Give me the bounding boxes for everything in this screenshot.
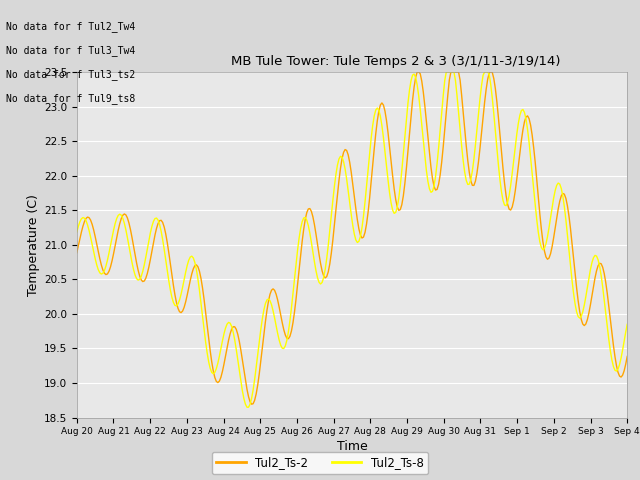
Tul2_Ts-2 [596, 261, 604, 266]
Tul2_Ts-2 [257, 359, 264, 364]
Tul2_Ts-2 [237, 347, 244, 353]
Text: No data for f Tul2_Tw4: No data for f Tul2_Tw4 [6, 21, 136, 32]
Tul2_Ts-8 [266, 298, 274, 303]
Tul2_Ts-8 [257, 327, 264, 333]
Legend: Tul2_Ts-2, Tul2_Ts-8: Tul2_Ts-2, Tul2_Ts-8 [212, 452, 428, 474]
Tul2_Ts-8 [73, 229, 81, 235]
Line: Tul2_Ts-8: Tul2_Ts-8 [77, 72, 627, 407]
Tul2_Ts-8 [244, 404, 252, 410]
Text: No data for f Tul9_ts8: No data for f Tul9_ts8 [6, 93, 136, 104]
Tul2_Ts-8 [596, 264, 604, 269]
Y-axis label: Temperature (C): Temperature (C) [27, 194, 40, 296]
Tul2_Ts-8 [442, 69, 450, 75]
Tul2_Ts-2 [248, 401, 255, 407]
Tul2_Ts-2 [266, 291, 274, 297]
Text: No data for f Tul3_Tw4: No data for f Tul3_Tw4 [6, 45, 136, 56]
Line: Tul2_Ts-2: Tul2_Ts-2 [77, 72, 627, 404]
Tul2_Ts-8 [140, 262, 148, 268]
Tul2_Ts-2 [140, 278, 148, 284]
Tul2_Ts-8 [623, 322, 631, 327]
Tul2_Ts-8 [315, 279, 323, 285]
Text: No data for f Tul3_ts2: No data for f Tul3_ts2 [6, 69, 136, 80]
Tul2_Ts-2 [73, 250, 81, 255]
X-axis label: Time: Time [337, 441, 367, 454]
Tul2_Ts-2 [623, 354, 631, 360]
Tul2_Ts-8 [237, 378, 244, 384]
Title: MB Tule Tower: Tule Temps 2 & 3 (3/1/11-3/19/14): MB Tule Tower: Tule Temps 2 & 3 (3/1/11-… [231, 55, 561, 68]
Tul2_Ts-2 [413, 69, 421, 75]
Tul2_Ts-2 [315, 252, 323, 257]
